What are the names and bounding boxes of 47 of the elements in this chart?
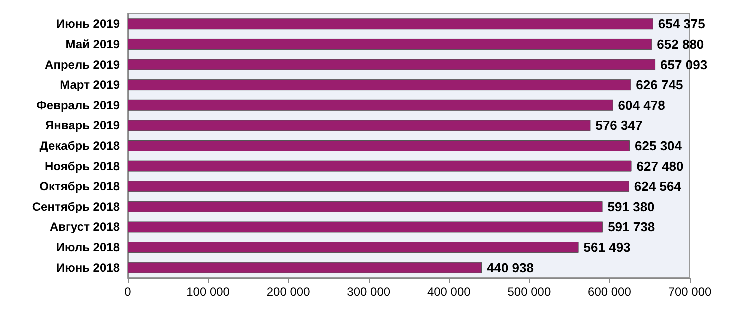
bar bbox=[128, 160, 632, 172]
y-tick-label: Январь 2019 bbox=[45, 118, 120, 133]
data-label: 627 480 bbox=[636, 158, 684, 174]
data-label: 561 493 bbox=[584, 240, 631, 256]
y-tick-label: Апрель 2019 bbox=[45, 58, 120, 72]
y-tick-label: Июль 2018 bbox=[56, 240, 120, 255]
data-label: 626 745 bbox=[636, 78, 684, 93]
bar bbox=[128, 181, 630, 192]
bar bbox=[128, 262, 482, 274]
y-tick-label: Март 2019 bbox=[60, 78, 120, 92]
bar bbox=[128, 140, 630, 152]
x-tick-label: 700 000 bbox=[668, 285, 712, 299]
bar bbox=[128, 201, 603, 212]
y-tick-label: Декабрь 2018 bbox=[40, 139, 120, 153]
x-tick-label: 500 000 bbox=[508, 285, 552, 299]
bar bbox=[128, 222, 604, 233]
data-label: 440 938 bbox=[487, 260, 534, 276]
data-label: 604 478 bbox=[618, 98, 666, 113]
x-tick-label: 200 000 bbox=[266, 285, 311, 299]
data-label: 591 738 bbox=[608, 220, 656, 235]
y-tick-label: Август 2018 bbox=[50, 220, 120, 234]
x-tick-label: 400 000 bbox=[427, 285, 472, 299]
x-tick-label: 0 bbox=[124, 285, 132, 299]
x-tick-label: 100 000 bbox=[186, 285, 230, 299]
data-label: 654 375 bbox=[658, 16, 706, 32]
y-tick-label: Май 2019 bbox=[66, 37, 120, 52]
x-tick-label: 600 000 bbox=[588, 285, 632, 299]
x-tick-label: 300 000 bbox=[347, 285, 391, 299]
y-tick-label: Июнь 2019 bbox=[56, 17, 120, 32]
y-tick-label: Февраль 2019 bbox=[36, 98, 120, 112]
data-label: 576 347 bbox=[596, 118, 643, 134]
data-label: 591 380 bbox=[608, 199, 655, 214]
bar bbox=[128, 120, 591, 132]
bar bbox=[128, 100, 614, 111]
bar bbox=[128, 59, 656, 70]
y-tick-label: Октябрь 2018 bbox=[40, 180, 120, 194]
data-label: 652 880 bbox=[657, 36, 704, 52]
bar bbox=[128, 242, 579, 254]
y-tick-label: Июнь 2018 bbox=[56, 260, 120, 275]
bar bbox=[128, 18, 654, 30]
data-label: 625 304 bbox=[635, 138, 683, 154]
bar bbox=[128, 80, 632, 91]
data-label: 624 564 bbox=[634, 179, 682, 194]
y-tick-label: Сентябрь 2018 bbox=[32, 200, 120, 214]
data-label: 657 093 bbox=[660, 57, 708, 72]
y-tick-label: Ноябрь 2018 bbox=[45, 159, 120, 174]
bar bbox=[128, 38, 652, 50]
